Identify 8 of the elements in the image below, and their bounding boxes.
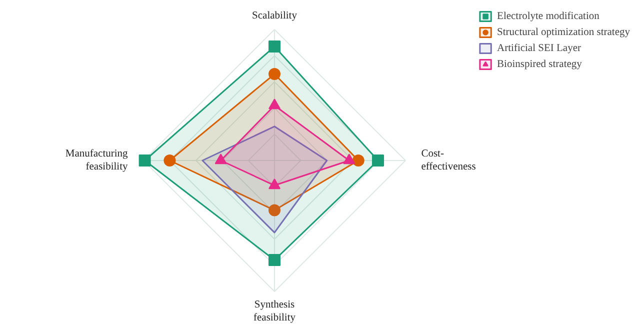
legend-label: Structural optimization strategy [497, 26, 630, 38]
spoke-label: Manufacturing feasibility [65, 148, 129, 173]
legend-label: Artificial SEI Layer [497, 42, 581, 54]
spoke-label: Synthesis feasibility [254, 299, 296, 324]
legend-label: Bioinspired strategy [497, 58, 582, 70]
legend-label: Electrolyte modification [497, 10, 600, 22]
spoke-label: Cost- effectiveness [421, 148, 476, 173]
spoke-label: Scalability [252, 10, 298, 22]
